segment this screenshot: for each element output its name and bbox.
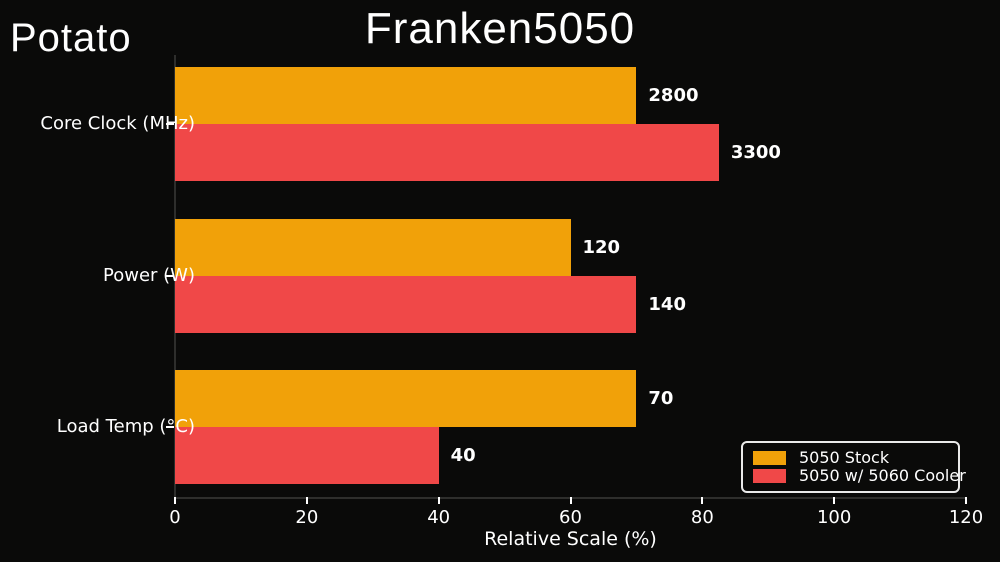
legend-swatch-icon xyxy=(753,451,786,465)
bar-value-label: 140 xyxy=(648,294,686,315)
y-tick-mark xyxy=(166,275,174,277)
bar-value-label: 70 xyxy=(648,388,674,409)
x-tick-mark xyxy=(437,497,440,504)
y-tick-mark xyxy=(166,426,174,428)
x-tick-label: 20 xyxy=(295,507,319,528)
legend-entry-1: 5050 w/ 5060 Cooler xyxy=(753,468,966,484)
x-tick-label: 40 xyxy=(427,507,451,528)
x-tick-label: 120 xyxy=(948,507,984,528)
bar-value-label: 120 xyxy=(582,237,621,258)
bar-stock-1 xyxy=(175,219,571,276)
x-axis-label: Relative Scale (%) xyxy=(484,528,657,550)
x-tick-label: 60 xyxy=(559,507,582,528)
x-tick-label: 100 xyxy=(816,507,852,528)
bar-cooler-2 xyxy=(175,427,439,484)
watermark-potato: Potato xyxy=(10,16,132,60)
x-tick-mark xyxy=(965,497,967,504)
legend-entry-label: 5050 Stock xyxy=(799,448,890,467)
x-tick-label: 0 xyxy=(169,507,181,528)
bar-value-label: 2800 xyxy=(648,85,699,106)
bar-stock-2 xyxy=(175,370,637,427)
bar-value-label: 3300 xyxy=(730,142,781,163)
bar-value-label: 40 xyxy=(450,445,476,466)
plot-area: 2800 3300 120 140 70 40 0 20 40 60 80 100 120 xyxy=(166,55,983,528)
bar-stock-0 xyxy=(175,67,637,124)
bar-cooler-0 xyxy=(175,124,719,181)
legend-entry-0: 5050 Stock xyxy=(753,450,948,466)
legend-box: 5050 Stock 5050 w/ 5060 Cooler xyxy=(741,441,966,493)
x-tick-mark xyxy=(569,497,572,504)
legend-swatch-icon xyxy=(753,469,786,483)
legend-entry-label: 5050 w/ 5060 Cooler xyxy=(799,466,966,485)
x-tick-mark xyxy=(174,497,176,504)
x-tick-mark xyxy=(305,497,308,504)
category-label-2: Load Temp (°C) xyxy=(56,416,195,437)
category-label-0: Core Clock (MHz) xyxy=(40,113,195,134)
y-tick-mark xyxy=(166,123,174,125)
chart-title: Franken5050 xyxy=(364,4,636,53)
x-tick-mark xyxy=(701,497,704,504)
x-tick-label: 80 xyxy=(690,507,714,528)
bar-cooler-1 xyxy=(175,276,637,333)
category-label-1: Power (W) xyxy=(103,265,195,286)
x-tick-mark xyxy=(833,497,836,504)
